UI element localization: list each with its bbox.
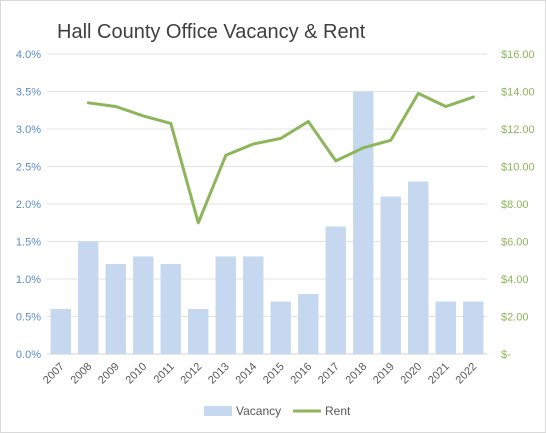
- y-left-tick-label: 3.5%: [16, 87, 41, 99]
- y-left-tick-label: 2.0%: [16, 199, 41, 211]
- y-left-tick-label: 1.5%: [16, 237, 41, 249]
- vacancy-bar: [133, 257, 153, 355]
- x-tick-label: 2011: [152, 361, 177, 386]
- vacancy-bar: [161, 264, 181, 354]
- legend-label-vacancy: Vacancy: [236, 404, 281, 418]
- y-left-tick-label: 1.0%: [16, 274, 41, 286]
- y-right-tick-label: $12.00: [501, 124, 535, 136]
- y-right-tick-label: $8.00: [501, 199, 529, 211]
- vacancy-bar: [216, 257, 236, 355]
- x-tick-label: 2013: [206, 361, 232, 387]
- y-right-tick-label: $16.00: [501, 49, 535, 61]
- y-left-tick-label: 3.0%: [16, 124, 41, 136]
- x-tick-label: 2022: [454, 361, 480, 387]
- y-left-tick-label: 0.5%: [16, 312, 41, 324]
- vacancy-bar: [106, 264, 126, 354]
- left-axis-ticks: 0.0% 0.5% 1.0% 1.5% 2.0% 2.5% 3.0% 3.5% 4.0%: [16, 49, 41, 361]
- y-right-tick-label: $6.00: [501, 237, 529, 249]
- vacancy-bars: [51, 92, 484, 355]
- vacancy-bar: [408, 182, 428, 355]
- x-tick-label: 2008: [69, 361, 95, 387]
- vacancy-bar: [243, 257, 263, 355]
- x-tick-label: 2010: [124, 361, 150, 387]
- vacancy-bar: [436, 302, 456, 355]
- vacancy-bar: [51, 309, 71, 354]
- vacancy-bar: [353, 92, 373, 355]
- x-tick-label: 2020: [399, 361, 425, 387]
- x-axis-ticks: 2007 2008 2009 2010 2011 2012 2013 2014 2015 2016…: [41, 361, 479, 387]
- x-tick-label: 2012: [179, 361, 205, 387]
- vacancy-bar: [78, 242, 98, 355]
- y-right-tick-label: $14.00: [501, 87, 535, 99]
- vacancy-bar: [381, 197, 401, 355]
- y-right-tick-label: $10.00: [501, 162, 535, 174]
- x-tick-label: 2018: [344, 361, 370, 387]
- x-tick-label: 2015: [261, 361, 287, 387]
- vacancy-bar: [188, 309, 208, 354]
- x-tick-label: 2007: [41, 361, 67, 387]
- vacancy-bar: [326, 227, 346, 355]
- vacancy-bar: [463, 302, 483, 355]
- x-tick-label: 2017: [316, 361, 342, 387]
- x-tick-label: 2016: [289, 361, 315, 387]
- y-left-tick-label: 4.0%: [16, 49, 41, 61]
- right-axis-ticks: $- $2.00 $4.00 $6.00 $8.00 $10.00 $12.00 $14.00…: [501, 49, 535, 361]
- y-right-tick-label: $2.00: [501, 312, 529, 324]
- x-tick-label: 2009: [96, 361, 122, 387]
- vacancy-bar: [298, 294, 318, 354]
- y-right-tick-label: $4.00: [501, 274, 529, 286]
- legend-swatch-vacancy: [204, 406, 232, 416]
- y-left-tick-label: 0.0%: [16, 349, 41, 361]
- x-tick-label: 2014: [234, 361, 260, 387]
- legend: Vacancy Rent: [204, 404, 351, 418]
- legend-label-rent: Rent: [325, 404, 351, 418]
- x-tick-label: 2021: [426, 361, 452, 387]
- y-right-tick-label: $-: [501, 349, 511, 361]
- x-tick-label: 2019: [371, 361, 397, 387]
- vacancy-bar: [271, 302, 291, 355]
- y-left-tick-label: 2.5%: [16, 162, 41, 174]
